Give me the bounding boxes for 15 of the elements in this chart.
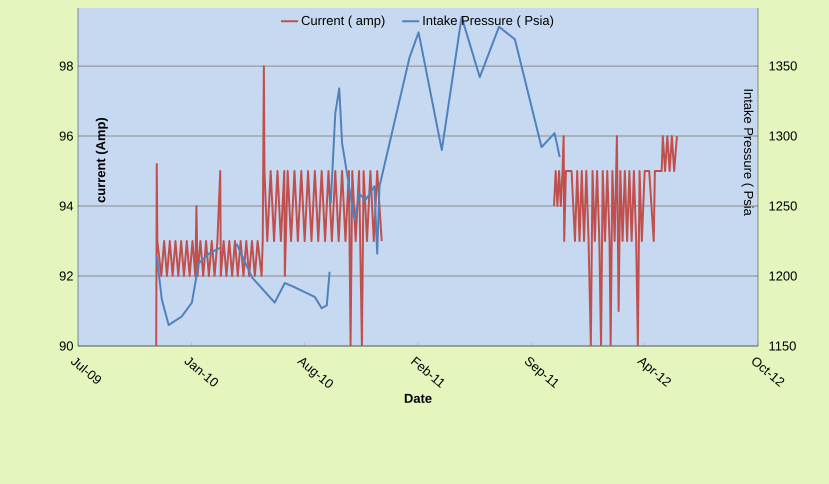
y2-tick-label: 1350 bbox=[769, 61, 797, 71]
y2-tick-label: 1150 bbox=[769, 341, 796, 351]
y-tick-label: 98 bbox=[60, 61, 73, 71]
y-axis-title: current (Amp) bbox=[96, 118, 108, 202]
legend-label: Intake Pressure ( Psia) bbox=[423, 16, 554, 28]
x-axis-title: Date bbox=[404, 394, 432, 403]
y2-tick-label: 1300 bbox=[769, 131, 797, 141]
legend-label: Current ( amp) bbox=[302, 16, 384, 28]
y2-tick-label: 1250 bbox=[769, 201, 797, 211]
y2-axis-title: Intake Pressure ( Psia bbox=[741, 90, 754, 216]
y-tick-label: 90 bbox=[60, 341, 73, 351]
y-tick-label: 92 bbox=[60, 271, 73, 281]
y-tick-label: 96 bbox=[60, 131, 73, 141]
y2-tick-label: 1200 bbox=[769, 271, 797, 281]
y-tick-label: 94 bbox=[60, 201, 74, 211]
